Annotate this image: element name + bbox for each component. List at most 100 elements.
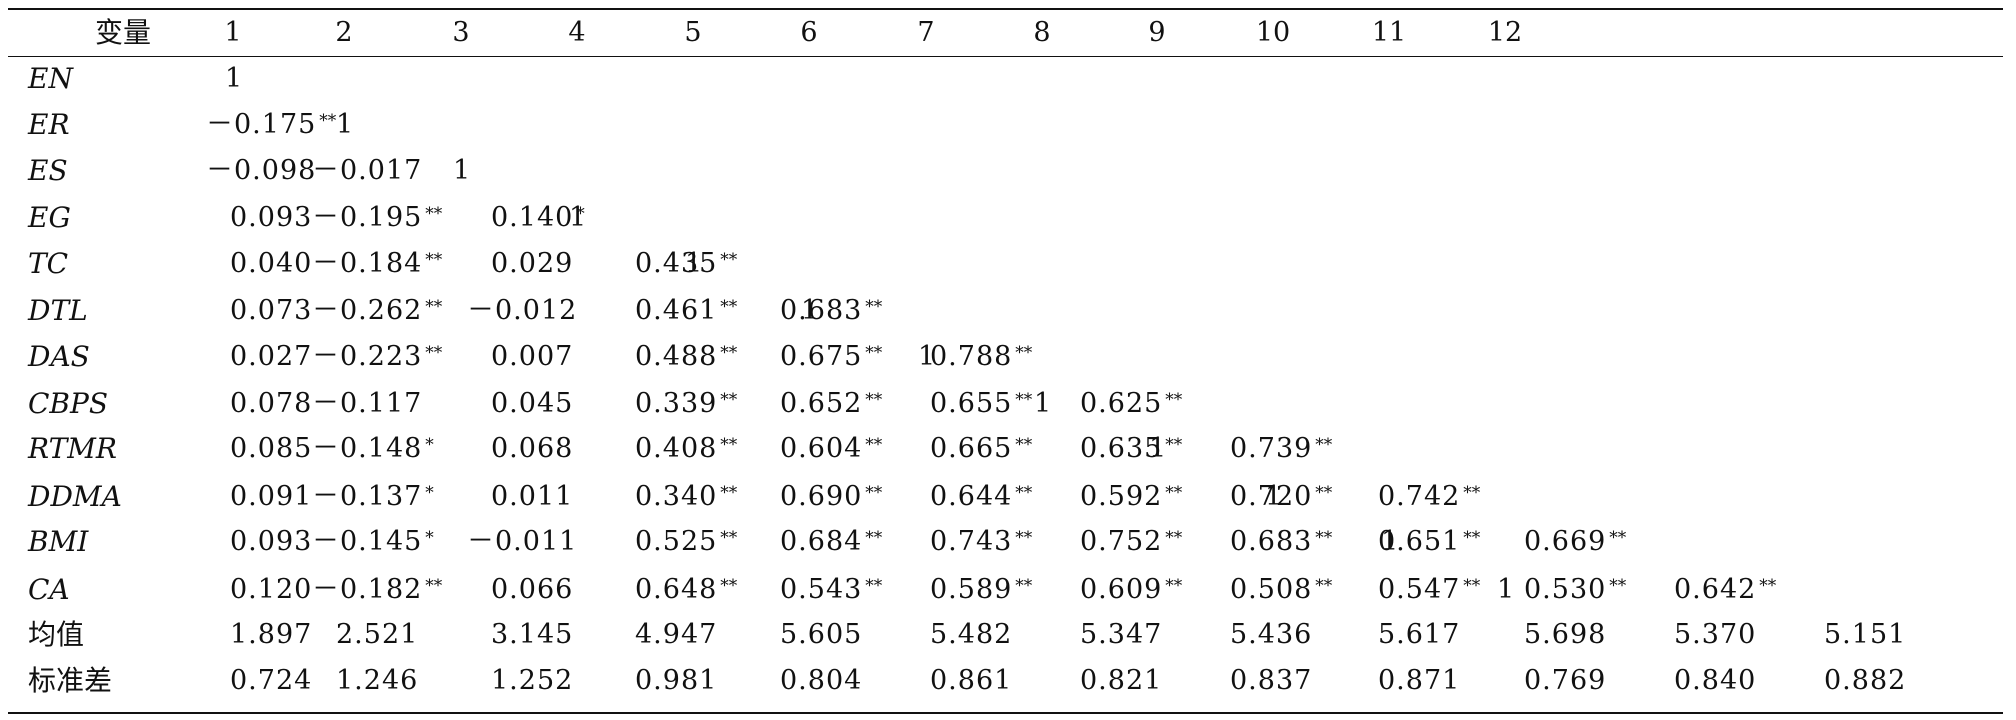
table-cell: 0.837 [1230,658,1312,704]
significance-marker: ** [865,297,883,317]
correlation-table: 变量 1 2 3 4 5 6 7 8 9 10 11 12 EN 1 ER －0.175 ** 1 ES －0.09… [8,8,2003,714]
table-cell: －0.182 ** [312,567,442,613]
table-cell: 0.592 ** [1080,474,1182,520]
table-cell: －0.098 [206,148,316,194]
row-label: ES [28,154,68,187]
cell-value: －0.137 * [312,481,434,512]
column-header-2: 2 [335,17,353,48]
row-label: DDMA [28,480,122,513]
table-cell: 0.488 ** [635,334,737,380]
column-header-1: 1 [224,17,242,48]
table-cell: 0.073 [230,288,312,334]
table-cell: 0.091 [230,474,312,520]
cell-value: 0.635 ** [1080,433,1182,464]
table-cell: 1 [225,56,243,102]
table-cell: 1 [1265,474,1283,520]
significance-marker: * [425,528,434,548]
table-cell: 0.040 [230,241,312,287]
table-cell: 0.752 ** [1080,519,1182,565]
table-cell: 0.655 ** [930,381,1032,427]
significance-marker: ** [1759,576,1777,596]
table-cell: 1 [918,334,936,380]
column-header-8: 8 [1033,17,1051,48]
cell-value: －0.012 [467,295,578,326]
table-cell: 0.981 [635,658,717,704]
table-cell: －0.175 ** [206,102,336,148]
cell-value: －0.184 ** [312,248,442,279]
cell-value: 0.408 ** [635,433,737,464]
significance-marker: ** [1609,528,1627,548]
cell-value: 0.625 ** [1080,388,1182,419]
significance-marker: ** [865,343,883,363]
table-cell: 5.482 [930,612,1012,658]
table-cell: －0.145 * [312,519,434,565]
cell-value: －0.175 ** [206,109,336,140]
table-cell: 0.675 ** [780,334,882,380]
table-cell: 0.642 ** [1674,567,1776,613]
significance-marker: ** [1463,483,1481,503]
cell-value: 0.840 [1674,665,1757,696]
cell-value: 1.897 [230,619,313,650]
table-cell: 0.840 [1674,658,1756,704]
table-cell: 0.085 [230,426,312,472]
cell-value: 0.435 ** [635,248,737,279]
table-cell: 1 [1497,567,1515,613]
cell-value: 0.652 ** [780,388,882,419]
significance-marker: ** [319,111,337,131]
significance-marker: ** [720,435,738,455]
table-row: CA 0.120 －0.182 ** 0.066 0.648 ** 0.543 ** 0.589 *… [8,567,2003,613]
table-row: EG 0.093 －0.195 ** 0.140 * 1 [8,195,2003,241]
cell-value: －0.017 [312,155,423,186]
cell-value: 0.027 [230,341,313,372]
significance-marker: ** [1165,528,1183,548]
row-label: DAS [28,340,90,373]
cell-value: 0.742 ** [1378,481,1480,512]
table-cell: 0.007 [491,334,573,380]
row-label: DTL [28,294,88,327]
table-cell: 0.120 [230,567,312,613]
cell-value: 0.821 [1080,665,1163,696]
table-row: CBPS 0.078 －0.117 0.045 0.339 ** 0.652 ** 0.655 *… [8,381,2003,427]
table-cell: 2.521 [336,612,418,658]
significance-marker: ** [720,483,738,503]
table-row: DDMA 0.091 －0.137 * 0.011 0.340 ** 0.690 ** 0.644… [8,474,2003,520]
table-row: 均值 1.897 2.521 3.145 4.947 5.605 5.482 5.347 5.4… [8,612,2003,658]
significance-marker: ** [1015,435,1033,455]
table-cell: 1 [336,102,354,148]
table-cell: 1.252 [491,658,573,704]
table-cell: －0.012 [467,288,577,334]
cell-value: 0.739 ** [1230,433,1332,464]
table-cell: 0.609 ** [1080,567,1182,613]
cell-value: 0.690 ** [780,481,882,512]
significance-marker: ** [720,343,738,363]
table-cell: 0.508 ** [1230,567,1332,613]
table-cell: 0.011 [491,474,573,520]
cell-value: 0.340 ** [635,481,737,512]
table-row: 标准差 0.724 1.246 1.252 0.981 0.804 0.861 0.821 0.… [8,658,2003,704]
cell-value: －0.011 [467,526,578,557]
table-cell: 0.625 ** [1080,381,1182,427]
header-variable-label: 变量 [94,16,152,49]
table-cell: －0.017 [312,148,422,194]
cell-value: 0.788 ** [930,341,1032,372]
cell-value: 0.093 [230,202,313,233]
cell-value: 1 [685,248,704,279]
table-cell: 0.821 [1080,658,1162,704]
row-label: ER [28,108,70,141]
cell-value: 5.151 [1824,619,1907,650]
cell-value: －0.148 * [312,433,434,464]
cell-value: 0.525 ** [635,526,737,557]
cell-value: 1.252 [491,665,574,696]
cell-value: 0.488 ** [635,341,737,372]
table-cell: 0.724 [230,658,312,704]
table-cell: 0.589 ** [930,567,1032,613]
table-cell: 0.635 ** [1080,426,1182,472]
table-cell: 0.683 ** [1230,519,1332,565]
table-cell: 1 [1149,426,1167,472]
table-cell: 0.652 ** [780,381,882,427]
cell-value: 0.683 ** [780,295,882,326]
cell-value: 5.698 [1524,619,1607,650]
row-label: CBPS [28,387,109,420]
significance-marker: ** [720,528,738,548]
table-cell: 0.743 ** [930,519,1032,565]
